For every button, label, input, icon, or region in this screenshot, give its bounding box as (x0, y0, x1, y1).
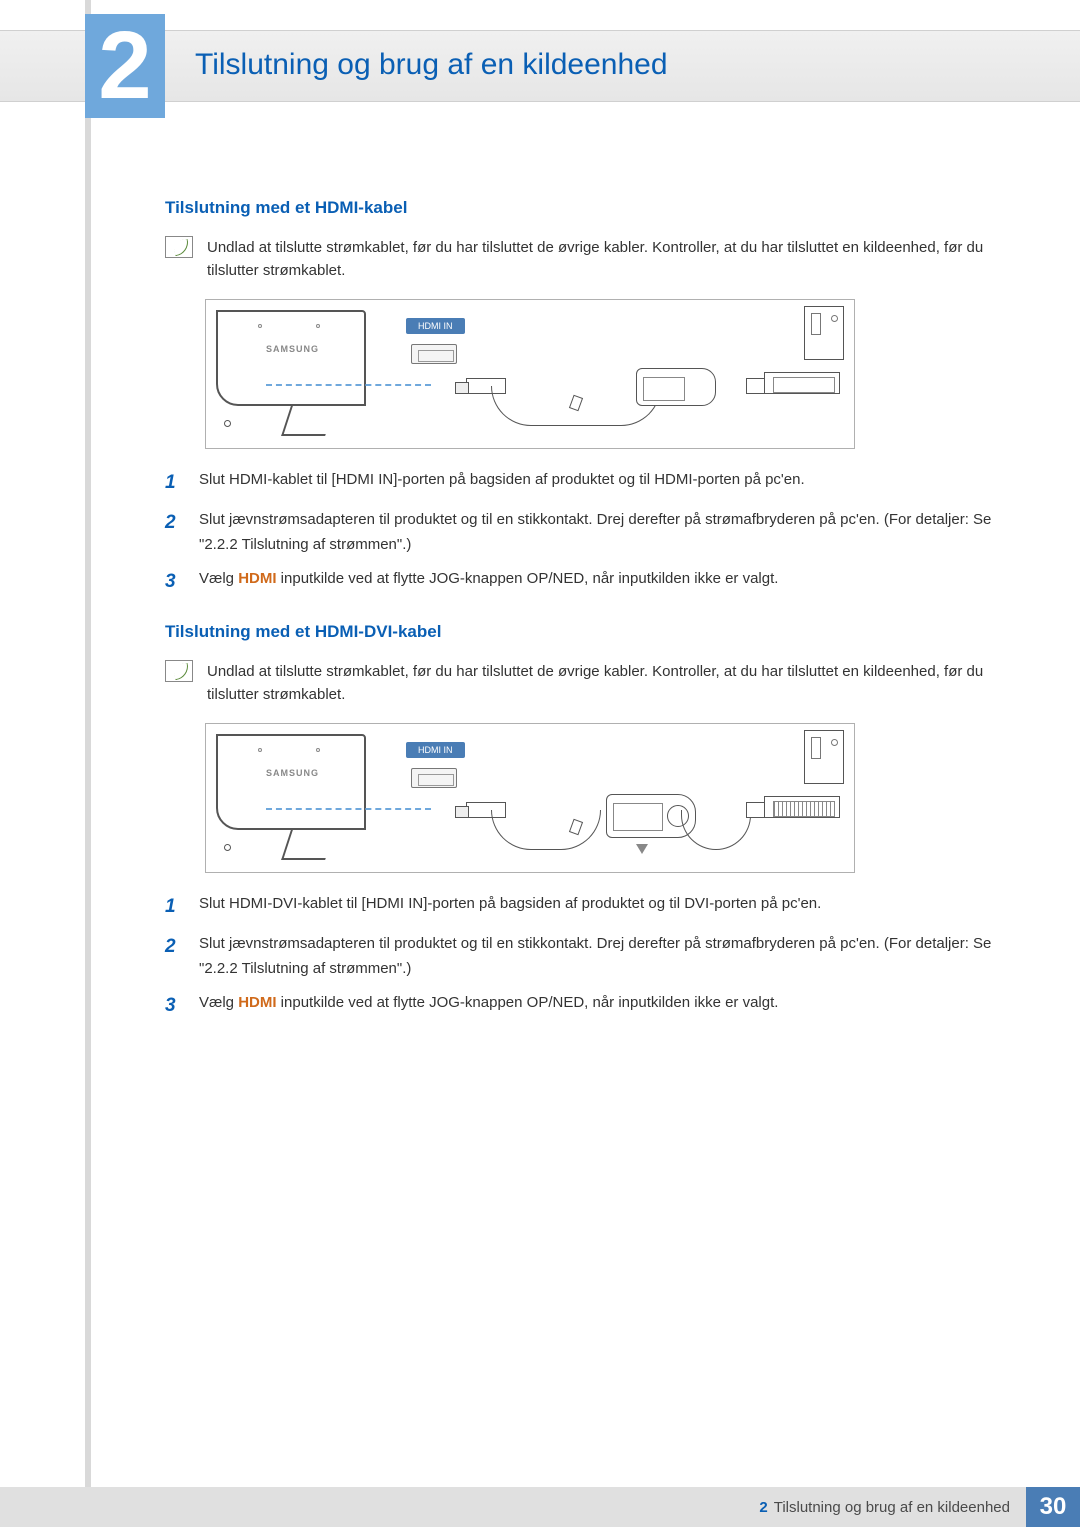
step-item: 1 Slut HDMI-DVI-kablet til [HDMI IN]-por… (165, 891, 1025, 923)
step-item: 1 Slut HDMI-kablet til [HDMI IN]-porten … (165, 467, 1025, 499)
section2-note-text: Undlad at tilslutte strømkablet, før du … (207, 660, 1025, 707)
hdmi-keyword: HDMI (238, 994, 276, 1011)
note-icon (165, 236, 193, 258)
cable-dashed-icon (266, 808, 431, 810)
step-number: 2 (165, 931, 181, 982)
section1-steps: 1 Slut HDMI-kablet til [HDMI IN]-porten … (165, 467, 1025, 599)
section1-diagram: SAMSUNG HDMI IN (205, 299, 855, 449)
section2-title: Tilslutning med et HDMI-DVI-kabel (165, 622, 1025, 642)
pc-tower-icon (804, 730, 844, 784)
monitor-brand: SAMSUNG (266, 768, 319, 778)
step3-post: inputkilde ved at flytte JOG-knappen OP/… (277, 570, 779, 587)
step-text: Slut HDMI-kablet til [HDMI IN]-porten på… (199, 467, 805, 499)
page-footer: 2 Tilslutning og brug af en kildeenhed 3… (0, 1487, 1080, 1527)
monitor-icon: SAMSUNG (216, 734, 386, 862)
cable-arc-right-icon (681, 810, 751, 850)
step-number: 1 (165, 467, 181, 499)
monitor-brand: SAMSUNG (266, 344, 319, 354)
footer-chapter-title: Tilslutning og brug af en kildeenhed (774, 1499, 1010, 1516)
step-number: 3 (165, 566, 181, 598)
section2-diagram: SAMSUNG HDMI IN (205, 723, 855, 873)
step-item: 2 Slut jævnstrømsadapteren til produktet… (165, 931, 1025, 982)
step-item: 2 Slut jævnstrømsadapteren til produktet… (165, 507, 1025, 558)
step-number: 2 (165, 507, 181, 558)
left-rail (85, 0, 91, 1492)
section2-note: Undlad at tilslutte strømkablet, før du … (165, 660, 1025, 707)
hdmi-port-icon (411, 344, 457, 364)
section1-note-text: Undlad at tilslutte strømkablet, før du … (207, 236, 1025, 283)
hdmi-connector-icon (636, 368, 716, 406)
step3-post: inputkilde ved at flytte JOG-knappen OP/… (277, 994, 779, 1011)
pc-hdmi-port-icon (764, 372, 840, 394)
step-number: 1 (165, 891, 181, 923)
footer-chapter-number: 2 (759, 1499, 767, 1516)
section1-title: Tilslutning med et HDMI-kabel (165, 198, 1025, 218)
hdmi-in-label: HDMI IN (406, 742, 465, 758)
hdmi-port-icon (411, 768, 457, 788)
step-text: Vælg HDMI inputkilde ved at flytte JOG-k… (199, 566, 778, 598)
cable-dashed-icon (266, 384, 431, 386)
section1-note: Undlad at tilslutte strømkablet, før du … (165, 236, 1025, 283)
hdmi-keyword: HDMI (238, 570, 276, 587)
chapter-title: Tilslutning og brug af en kildeenhed (195, 48, 668, 82)
step-item: 3 Vælg HDMI inputkilde ved at flytte JOG… (165, 990, 1025, 1022)
footer-label: 2 Tilslutning og brug af en kildeenhed (0, 1487, 1026, 1527)
footer-page-number: 30 (1026, 1487, 1080, 1527)
step-item: 3 Vælg HDMI inputkilde ved at flytte JOG… (165, 566, 1025, 598)
step3-pre: Vælg (199, 994, 238, 1011)
page-content: Tilslutning med et HDMI-kabel Undlad at … (165, 190, 1025, 1046)
chapter-number: 2 (98, 18, 151, 114)
cable-arc-left-icon (491, 810, 601, 850)
step3-pre: Vælg (199, 570, 238, 587)
note-icon (165, 660, 193, 682)
step-text: Slut jævnstrømsadapteren til produktet o… (199, 931, 1025, 982)
step-text: Slut HDMI-DVI-kablet til [HDMI IN]-porte… (199, 891, 821, 923)
step-text: Slut jævnstrømsadapteren til produktet o… (199, 507, 1025, 558)
step-number: 3 (165, 990, 181, 1022)
section2-steps: 1 Slut HDMI-DVI-kablet til [HDMI IN]-por… (165, 891, 1025, 1023)
pc-dvi-port-icon (764, 796, 840, 818)
monitor-icon: SAMSUNG (216, 310, 386, 438)
pc-tower-icon (804, 306, 844, 360)
arrow-down-icon (636, 844, 648, 854)
step-text: Vælg HDMI inputkilde ved at flytte JOG-k… (199, 990, 778, 1022)
hdmi-in-label: HDMI IN (406, 318, 465, 334)
chapter-number-box: 2 (85, 14, 165, 118)
